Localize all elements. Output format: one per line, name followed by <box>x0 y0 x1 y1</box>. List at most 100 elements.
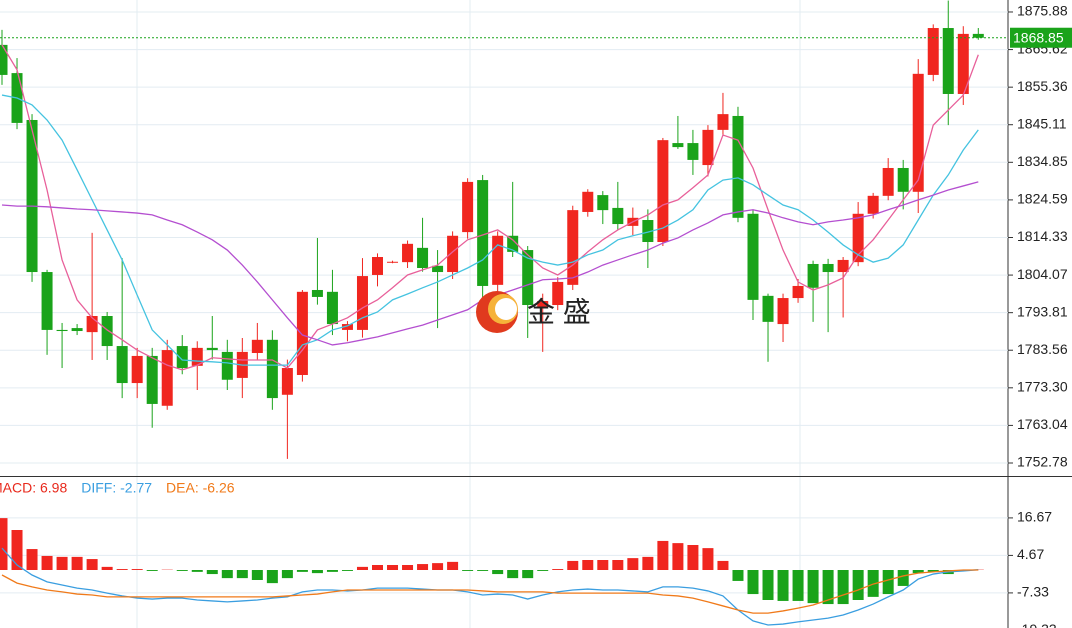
y-tick-label: 1793.81 <box>1017 303 1068 319</box>
candle-body <box>837 259 849 273</box>
macd-bar <box>341 570 353 571</box>
y-tick-label: 1783.56 <box>1017 341 1068 357</box>
candle-body <box>612 207 624 225</box>
candle-body <box>56 329 68 332</box>
last-price-label: 1868.85 <box>1013 29 1064 45</box>
macd-line <box>1 569 979 614</box>
candle-body <box>807 263 819 288</box>
candle-body <box>957 33 969 94</box>
macd-bar <box>236 570 248 579</box>
macd-bar <box>86 559 98 570</box>
macd-bar <box>777 570 789 601</box>
candle-body <box>912 73 924 192</box>
candle-body <box>221 351 233 380</box>
y-tick-label: 1804.07 <box>1017 266 1068 282</box>
candle-body <box>146 355 158 404</box>
candle-body <box>702 129 714 166</box>
macd-bar <box>402 565 414 570</box>
macd-bar <box>747 570 759 595</box>
macd-bar <box>522 570 534 579</box>
candle-body <box>567 210 579 285</box>
macd-bar <box>206 570 218 575</box>
watermark: 金 盛 <box>476 291 591 333</box>
macd-bar <box>131 569 143 570</box>
y-tick-label: 1845.11 <box>1017 115 1067 131</box>
macd-bar <box>176 570 188 571</box>
candle-body <box>522 250 534 306</box>
macd-bar <box>296 570 308 572</box>
macd-bar <box>912 570 924 574</box>
macd-bar <box>927 570 939 572</box>
y-tick-label: 1814.33 <box>1017 228 1068 244</box>
candle-body <box>86 316 98 333</box>
macd-bar <box>597 560 609 570</box>
macd-bar <box>822 570 834 605</box>
candle-body <box>492 235 504 285</box>
candle-body <box>822 263 834 273</box>
macd-bar <box>492 570 504 575</box>
macd-bar <box>266 570 278 584</box>
legend-entry: DEA: -6.26 <box>166 480 235 496</box>
candle-body <box>867 195 879 214</box>
y-tick-label: 16.67 <box>1017 509 1052 525</box>
candle-body <box>281 368 293 395</box>
candle-body <box>747 213 759 300</box>
macd-bar <box>71 556 83 570</box>
macd-bar <box>116 569 128 570</box>
macd-bar <box>0 518 8 570</box>
candle-body <box>777 298 789 325</box>
legend-entry: DIFF: -2.77 <box>81 480 152 496</box>
y-tick-label: -19.33 <box>1017 621 1057 628</box>
candle-body <box>852 213 864 263</box>
candle-body <box>41 272 53 330</box>
y-tick-label: 1773.30 <box>1017 379 1068 395</box>
macd-bar <box>672 543 684 570</box>
macd-bar <box>41 555 53 570</box>
macd-bar <box>251 570 263 580</box>
macd-bar <box>897 570 909 586</box>
macd-bar <box>732 570 744 581</box>
candle-body <box>387 261 399 263</box>
candle-body <box>161 350 173 406</box>
candle-body <box>71 328 83 332</box>
macd-bar <box>387 565 399 570</box>
macd-bar <box>417 564 429 570</box>
macd-bar <box>432 563 444 570</box>
macd-bar <box>447 561 459 570</box>
macd-bar <box>477 570 489 571</box>
candle-body <box>927 28 939 75</box>
macd-bar <box>146 570 158 571</box>
candle-body <box>942 28 954 94</box>
macd-bar <box>702 548 714 570</box>
macd-bar <box>612 560 624 570</box>
candle-body <box>732 115 744 218</box>
macd-bar <box>537 570 549 571</box>
y-tick-label: 1763.04 <box>1017 416 1068 432</box>
candle-body <box>176 346 188 369</box>
candle-body <box>417 247 429 269</box>
candle-body <box>372 257 383 275</box>
candle-body <box>762 295 774 322</box>
macd-bar <box>462 570 474 571</box>
y-tick-label: -7.33 <box>1017 584 1049 600</box>
macd-bar <box>221 570 233 579</box>
y-tick-label: 1752.78 <box>1017 454 1068 470</box>
candle-body <box>296 291 308 375</box>
macd-bar <box>552 569 564 570</box>
candle-body <box>0 44 8 75</box>
macd-bar <box>852 570 864 600</box>
macd-bar <box>627 558 639 570</box>
candle-body <box>537 300 549 307</box>
candle-body <box>191 347 203 366</box>
candle-body <box>311 289 323 297</box>
macd-bar <box>191 570 203 572</box>
candle-body <box>326 291 338 325</box>
macd-bar <box>657 540 669 570</box>
candle-body <box>131 355 143 384</box>
candle-body <box>432 265 444 273</box>
candle-body <box>642 220 654 242</box>
candle-body <box>507 235 519 252</box>
macd-bar <box>717 560 729 570</box>
candle-body <box>206 347 218 351</box>
